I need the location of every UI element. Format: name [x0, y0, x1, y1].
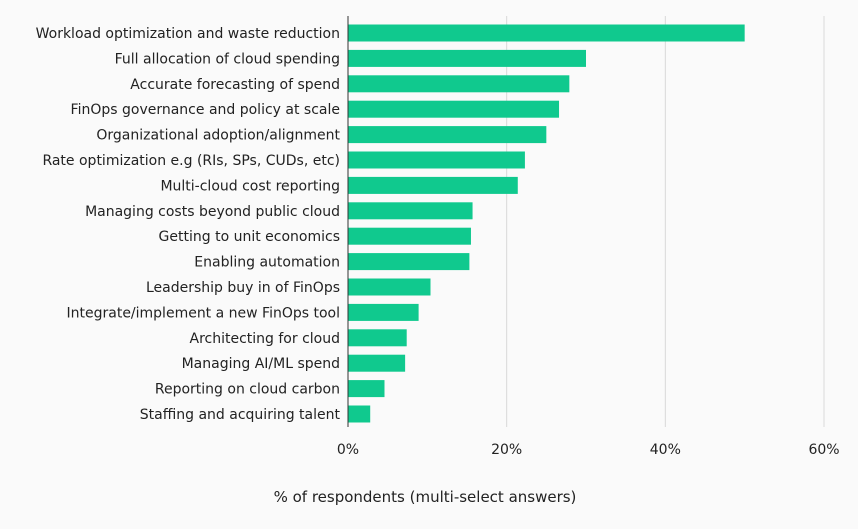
category-label: Managing AI/ML spend: [182, 356, 340, 372]
x-tick-label: 20%: [491, 442, 522, 458]
x-axis-title: % of respondents (multi-select answers): [274, 488, 577, 506]
category-label: Getting to unit economics: [159, 229, 340, 245]
bar: [348, 49, 586, 67]
bar: [348, 303, 419, 321]
category-label: Full allocation of cloud spending: [115, 51, 340, 67]
category-label-layer: Workload optimization and waste reductio…: [36, 26, 341, 423]
category-label: Staffing and acquiring talent: [140, 407, 341, 423]
bar: [348, 354, 406, 372]
bar: [348, 253, 470, 271]
x-tick-label: 40%: [650, 442, 681, 458]
category-label: Accurate forecasting of spend: [130, 77, 340, 93]
bar-layer: [348, 24, 745, 423]
category-label: Multi-cloud cost reporting: [160, 178, 340, 194]
bar: [348, 24, 745, 42]
bar: [348, 202, 473, 220]
bar: [348, 75, 570, 93]
bar: [348, 227, 471, 245]
category-label: Workload optimization and waste reductio…: [36, 26, 340, 42]
bar: [348, 126, 547, 144]
category-label: Organizational adoption/alignment: [96, 128, 340, 144]
bar: [348, 278, 431, 296]
category-label: Leadership buy in of FinOps: [146, 280, 340, 296]
category-label: Rate optimization e.g (RIs, SPs, CUDs, e…: [42, 153, 340, 169]
bar: [348, 405, 371, 423]
category-label: Enabling automation: [194, 255, 340, 271]
category-label: Reporting on cloud carbon: [155, 382, 340, 398]
category-label: Managing costs beyond public cloud: [85, 204, 340, 220]
bar: [348, 380, 385, 398]
bar: [348, 100, 560, 118]
x-tick-label: 60%: [808, 442, 839, 458]
bar: [348, 151, 525, 169]
x-tick-label: 0%: [337, 442, 359, 458]
category-label: Integrate/implement a new FinOps tool: [67, 305, 341, 321]
category-label: FinOps governance and policy at scale: [71, 102, 340, 118]
category-label: Architecting for cloud: [190, 331, 341, 347]
bar: [348, 176, 518, 194]
bar: [348, 329, 407, 347]
tick-label-layer: 0% 20% 40% 60%: [337, 442, 840, 458]
